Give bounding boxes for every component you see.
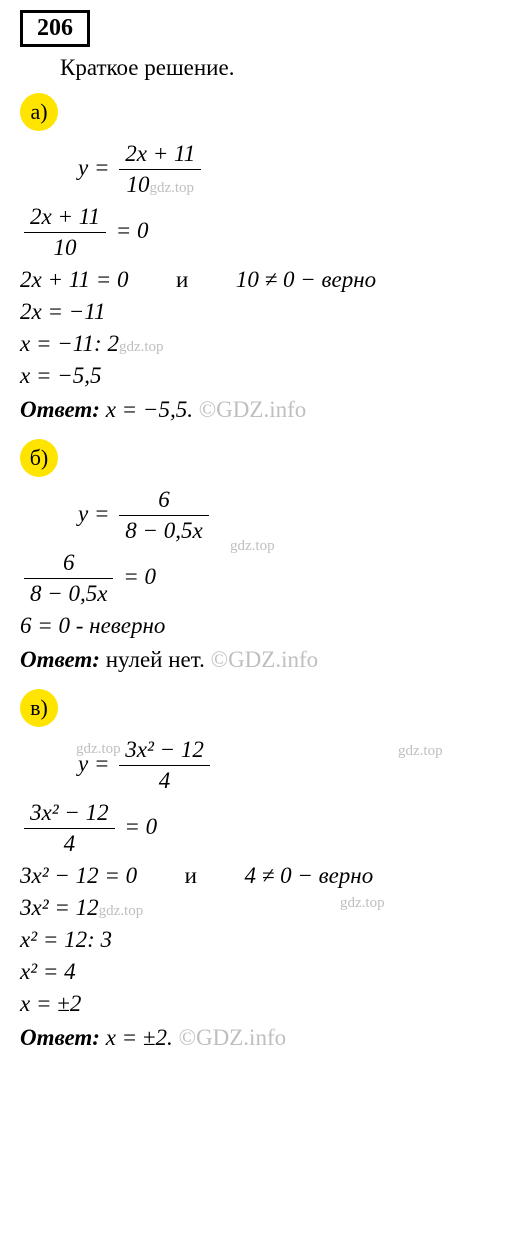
frac-b2-den: 8 − 0,5x bbox=[24, 579, 113, 607]
line-c3-mid: и bbox=[185, 863, 197, 888]
watermark: gdz.top bbox=[119, 339, 164, 355]
frac-b2-num: 6 bbox=[24, 550, 113, 579]
eq-b1-lhs: y = bbox=[78, 501, 109, 526]
line-c3-left: 3x² − 12 = 0 bbox=[20, 863, 137, 888]
watermark: gdz.top bbox=[76, 741, 121, 758]
line-c5: x² = 12: 3 bbox=[20, 927, 507, 953]
section-c: в) gdz.top y = 3x² − 12 4 gdz.top 3x² − … bbox=[20, 689, 507, 1051]
frac-b1: 6 8 − 0,5x bbox=[119, 487, 208, 544]
answer-b-label: Ответ: bbox=[20, 647, 100, 672]
marker-c: в) bbox=[20, 689, 58, 727]
frac-c1-num: 3x² − 12 bbox=[119, 737, 210, 766]
frac-b1-num: 6 bbox=[119, 487, 208, 516]
answer-c-wm: ©GDZ.info bbox=[179, 1025, 287, 1050]
eq-c2-rhs: = 0 bbox=[124, 814, 157, 839]
answer-a-text: x = −5,5. bbox=[106, 397, 193, 422]
line-a3: 2x + 11 = 0 и 10 ≠ 0 − верно bbox=[20, 267, 507, 293]
frac-a2-den: 10 bbox=[24, 233, 106, 261]
line-a3-mid: и bbox=[176, 267, 188, 292]
eq-a1: y = 2x + 11 10gdz.top bbox=[78, 141, 507, 198]
marker-b: б) bbox=[20, 439, 58, 477]
line-c6: x² = 4 bbox=[20, 959, 507, 985]
answer-c-text: x = ±2. bbox=[106, 1025, 173, 1050]
line-c3-right: 4 ≠ 0 − верно bbox=[244, 863, 373, 888]
section-b: б) y = 6 8 − 0,5x 6 8 − 0,5x = 0 gdz.top… bbox=[20, 439, 507, 673]
answer-b-wm: ©GDZ.info bbox=[211, 647, 319, 672]
line-a6: x = −5,5 bbox=[20, 363, 507, 389]
line-a3-left: 2x + 11 = 0 bbox=[20, 267, 129, 292]
frac-a2: 2x + 11 10 bbox=[24, 204, 106, 261]
den-val: 10 bbox=[126, 172, 149, 197]
answer-b: Ответ: нулей нет. ©GDZ.info bbox=[20, 647, 507, 673]
subtitle: Краткое решение. bbox=[60, 55, 507, 81]
watermark: gdz.top bbox=[149, 180, 194, 196]
answer-b-text: нулей нет. bbox=[106, 647, 205, 672]
line-a4: 2x = −11 bbox=[20, 299, 507, 325]
eq-c2: 3x² − 12 4 = 0 bbox=[20, 800, 507, 857]
frac-b1-den: 8 − 0,5x bbox=[119, 516, 208, 544]
line-a5-text: x = −11: 2 bbox=[20, 331, 119, 356]
marker-a: а) bbox=[20, 93, 58, 131]
eq-a2-rhs: = 0 bbox=[116, 218, 149, 243]
line-c4: 3x² = 12gdz.top gdz.top bbox=[20, 895, 507, 921]
line-c4-text: 3x² = 12 bbox=[20, 895, 99, 920]
line-c3: 3x² − 12 = 0 и 4 ≠ 0 − верно bbox=[20, 863, 507, 889]
frac-c2-den: 4 bbox=[24, 829, 115, 857]
frac-c1: 3x² − 12 4 bbox=[119, 737, 210, 794]
frac-c2-num: 3x² − 12 bbox=[24, 800, 115, 829]
answer-a-wm: ©GDZ.info bbox=[199, 397, 307, 422]
frac-a2-num: 2x + 11 bbox=[24, 204, 106, 233]
problem-number: 206 bbox=[20, 10, 90, 47]
answer-c: Ответ: x = ±2. ©GDZ.info bbox=[20, 1025, 507, 1051]
frac-c2: 3x² − 12 4 bbox=[24, 800, 115, 857]
line-b3: 6 = 0 - неверно bbox=[20, 613, 507, 639]
eq-a1-lhs: y = bbox=[78, 155, 109, 180]
line-c7: x = ±2 bbox=[20, 991, 507, 1017]
watermark: gdz.top bbox=[230, 538, 275, 555]
frac-a1-num: 2x + 11 bbox=[119, 141, 201, 170]
frac-a1-den: 10gdz.top bbox=[119, 170, 201, 198]
watermark: gdz.top bbox=[398, 743, 443, 760]
answer-c-label: Ответ: bbox=[20, 1025, 100, 1050]
line-a3-right: 10 ≠ 0 − верно bbox=[236, 267, 376, 292]
problem-header: 206 bbox=[20, 10, 507, 55]
frac-b2: 6 8 − 0,5x bbox=[24, 550, 113, 607]
eq-b2: 6 8 − 0,5x = 0 gdz.top bbox=[20, 550, 507, 607]
watermark: gdz.top bbox=[340, 895, 385, 912]
answer-a: Ответ: x = −5,5. ©GDZ.info bbox=[20, 397, 507, 423]
frac-a1: 2x + 11 10gdz.top bbox=[119, 141, 201, 198]
watermark: gdz.top bbox=[99, 903, 144, 919]
section-a: а) y = 2x + 11 10gdz.top 2x + 11 10 = 0 … bbox=[20, 93, 507, 423]
frac-c1-den: 4 bbox=[119, 766, 210, 794]
line-a5: x = −11: 2gdz.top bbox=[20, 331, 507, 357]
eq-a2: 2x + 11 10 = 0 bbox=[20, 204, 507, 261]
answer-a-label: Ответ: bbox=[20, 397, 100, 422]
eq-b1: y = 6 8 − 0,5x bbox=[78, 487, 507, 544]
eq-b2-rhs: = 0 bbox=[123, 564, 156, 589]
eq-c1: gdz.top y = 3x² − 12 4 gdz.top bbox=[78, 737, 507, 794]
